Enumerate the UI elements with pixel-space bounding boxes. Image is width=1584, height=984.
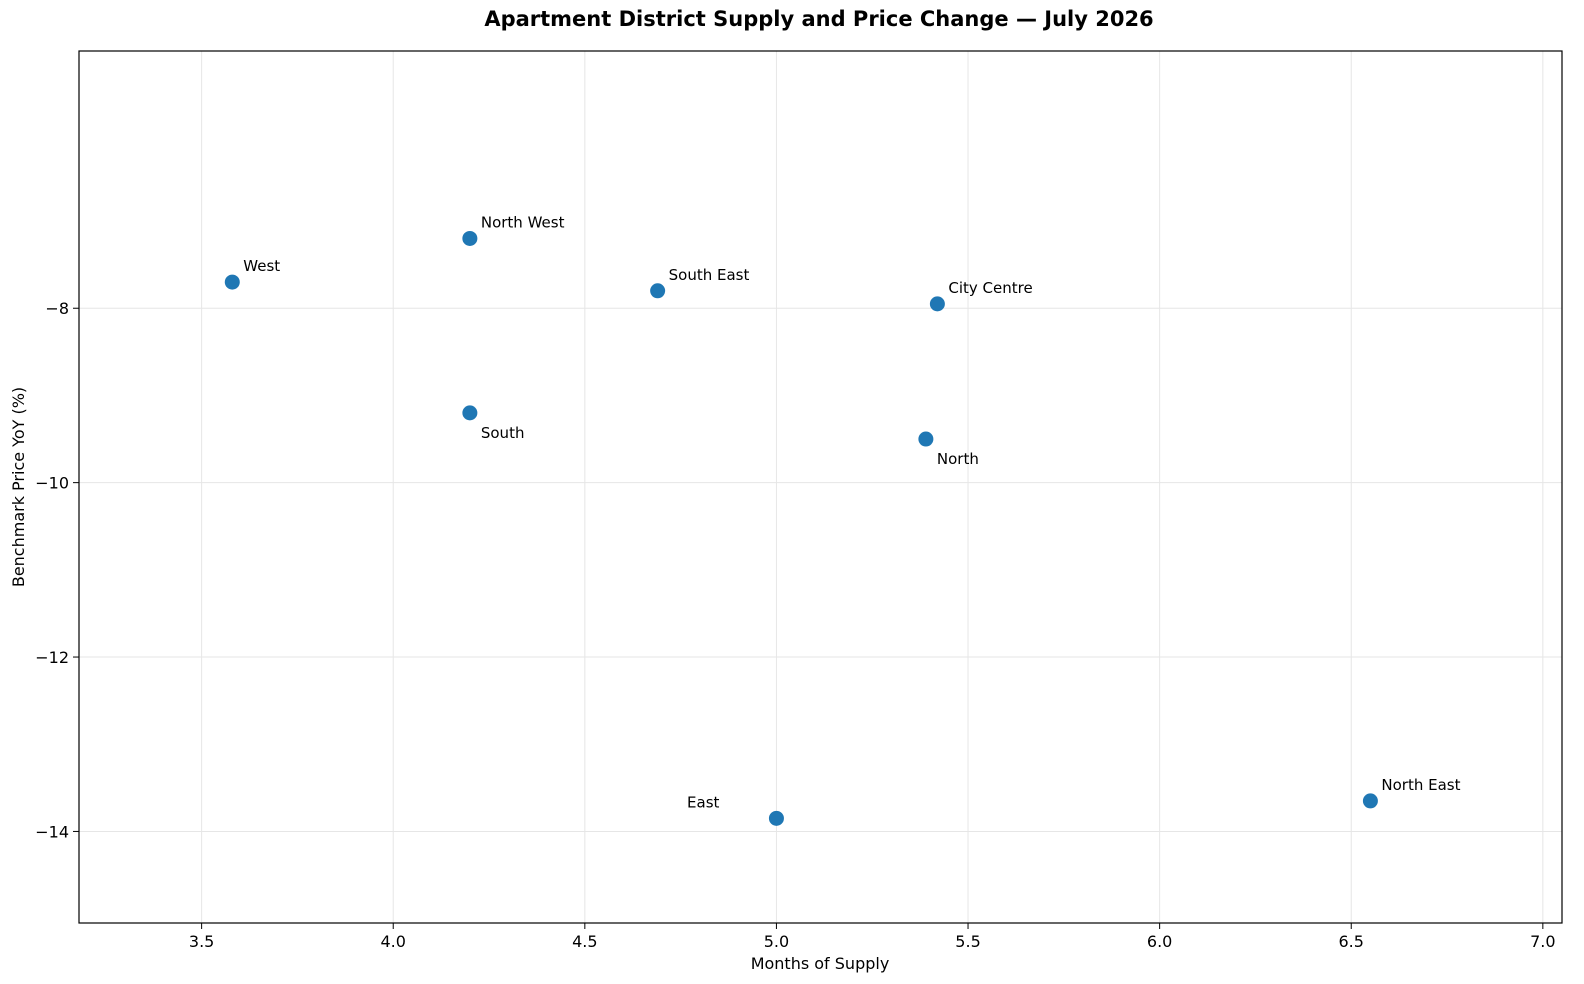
data-point [650,283,666,299]
data-point-label: North East [1381,776,1460,794]
x-axis-label: Months of Supply [751,954,890,973]
data-point [918,431,934,447]
x-tick-label: 6.0 [1147,932,1172,951]
chart-title: Apartment District Supply and Price Chan… [484,7,1153,31]
x-tick-label: 3.5 [189,932,214,951]
y-axis-label: Benchmark Price YoY (%) [9,387,28,587]
y-tick-label: −14 [35,822,69,841]
x-tick-label: 6.5 [1339,932,1364,951]
y-tick-label: −10 [35,474,69,493]
data-point [224,274,240,290]
y-tick-label: −8 [45,299,69,318]
x-tick-label: 4.0 [381,932,406,951]
data-point-label: City Centre [948,279,1032,297]
data-point [462,230,478,246]
data-point-label: South [481,424,525,442]
x-tick-label: 7.0 [1530,932,1555,951]
data-point-label: North West [481,213,565,231]
x-tick-label: 5.0 [764,932,789,951]
data-point [768,810,784,826]
grid-lines [79,51,1562,923]
plot-area-frame [78,50,1563,924]
data-point-label: South East [669,266,750,284]
y-tick-label: −12 [35,648,69,667]
data-point [929,296,945,312]
axis-ticks: 3.5 4.0 4.5 5.0 5.5 6.0 6.5 7.0 −14 −12 −10 −8 [35,299,1555,951]
data-point-label: West [243,257,280,275]
data-point-label: North [937,450,979,468]
x-tick-label: 4.5 [572,932,597,951]
x-tick-label: 5.5 [955,932,980,951]
data-point-label: East [687,793,719,811]
data-point [1362,793,1378,809]
data-point [462,405,478,421]
data-points: West North West South East City Centre South… [224,213,1461,826]
